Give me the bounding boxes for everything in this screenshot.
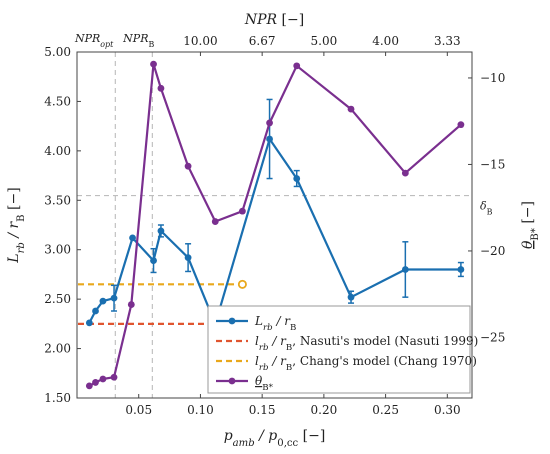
y-left-tick-label-3: 3.00 bbox=[44, 243, 71, 257]
y-left-tick-label-2: 2.50 bbox=[44, 292, 71, 306]
annotation-npr-b: NPRB bbox=[122, 32, 154, 49]
data-point-3-1 bbox=[92, 379, 99, 386]
data-point-3-11 bbox=[293, 62, 301, 70]
data-point-3-13 bbox=[401, 169, 409, 177]
data-point-3-8 bbox=[211, 218, 219, 225]
x-top-tick-label-0: 10.00 bbox=[183, 34, 217, 48]
data-point-3-12 bbox=[347, 105, 355, 113]
data-point-0-13 bbox=[457, 266, 465, 273]
y-left-tick-label-7: 5.00 bbox=[44, 45, 71, 59]
data-point-3-9 bbox=[239, 207, 246, 215]
y-right-tick-label-0: −25 bbox=[480, 330, 505, 344]
data-point-3-7 bbox=[184, 162, 192, 170]
x-bottom-tick-label-0: 0.05 bbox=[125, 403, 152, 417]
data-point-3-4 bbox=[127, 301, 135, 308]
annotation-delta-b: δB bbox=[480, 200, 493, 217]
y-right-tick-label-3: −10 bbox=[480, 71, 505, 85]
x-bottom-tick-label-5: 0.30 bbox=[434, 403, 461, 417]
x-bottom-tick-label-2: 0.15 bbox=[249, 403, 276, 417]
x-bottom-axis-label: pamb / p0,cc [−] bbox=[224, 428, 326, 449]
data-point-0-10 bbox=[293, 175, 301, 182]
legend-entry-0: Lrb / rB bbox=[254, 314, 296, 333]
data-point-3-6 bbox=[157, 84, 165, 92]
y-left-tick-label-6: 4.50 bbox=[44, 94, 71, 108]
data-point-0-9 bbox=[266, 135, 273, 143]
data-point-0-7 bbox=[184, 254, 192, 262]
legend-entry-2: lrb / rB, Chang's model (Chang 1970) bbox=[255, 354, 477, 373]
y-left-tick-label-4: 3.50 bbox=[44, 193, 71, 207]
y-left-tick-label-0: 1.50 bbox=[44, 391, 71, 405]
plot-frame bbox=[76, 51, 473, 399]
y-right-tick-label-1: −20 bbox=[480, 244, 505, 258]
data-point-3-5 bbox=[150, 60, 157, 68]
data-point-0-1 bbox=[92, 307, 99, 315]
x-top-axis-label: NPR [−] bbox=[244, 12, 304, 28]
data-point-0-4 bbox=[129, 234, 136, 242]
x-top-tick-label-2: 5.00 bbox=[311, 34, 338, 48]
data-point-3-2 bbox=[99, 375, 107, 383]
data-point-0-5 bbox=[150, 257, 157, 264]
data-point-0-0 bbox=[85, 319, 93, 327]
data-point-0-3 bbox=[110, 294, 118, 302]
y-right-tick-label-2: −15 bbox=[480, 157, 505, 171]
y-left-tick-label-5: 4.00 bbox=[44, 144, 71, 158]
legend-entry-1: lrb / rB, Nasuti's model (Nasuti 1999) bbox=[255, 334, 478, 353]
x-top-tick-label-3: 4.00 bbox=[372, 34, 399, 48]
y-right-axis-label: θB* [−] bbox=[520, 201, 541, 249]
data-point-0-12 bbox=[401, 266, 409, 273]
legend-box bbox=[207, 305, 471, 394]
data-point-3-10 bbox=[266, 119, 273, 127]
data-point-0-2 bbox=[99, 297, 107, 305]
series-layer bbox=[78, 60, 465, 390]
y-left-axis-label: Lrb / rB [−] bbox=[6, 187, 27, 263]
annotation-npr-opt: NPRopt bbox=[74, 32, 114, 49]
data-point-3-3 bbox=[110, 373, 118, 381]
x-bottom-tick-label-3: 0.20 bbox=[311, 403, 338, 417]
legend-swatch-marker-3 bbox=[228, 377, 236, 385]
data-point-0-6 bbox=[157, 227, 165, 235]
x-top-tick-label-4: 3.33 bbox=[434, 34, 461, 48]
legend-entry-3: θB* bbox=[255, 374, 274, 393]
y-left-tick-label-1: 2.00 bbox=[44, 342, 71, 356]
x-top-tick-label-1: 6.67 bbox=[249, 34, 276, 48]
legend-swatch-marker-0 bbox=[228, 317, 236, 325]
data-point-3-0 bbox=[85, 382, 93, 390]
text-layer: 0.05 0.10 0.15 0.20 0.25 0.30 10.00 6.67 5.00 4.0… bbox=[6, 12, 541, 449]
reference-lines-layer bbox=[77, 52, 472, 398]
model-end-marker-2 bbox=[237, 279, 247, 289]
data-point-3-14 bbox=[457, 121, 465, 129]
x-bottom-tick-label-4: 0.25 bbox=[372, 403, 399, 417]
x-bottom-tick-label-1: 0.10 bbox=[187, 403, 214, 417]
data-point-0-11 bbox=[347, 293, 355, 301]
